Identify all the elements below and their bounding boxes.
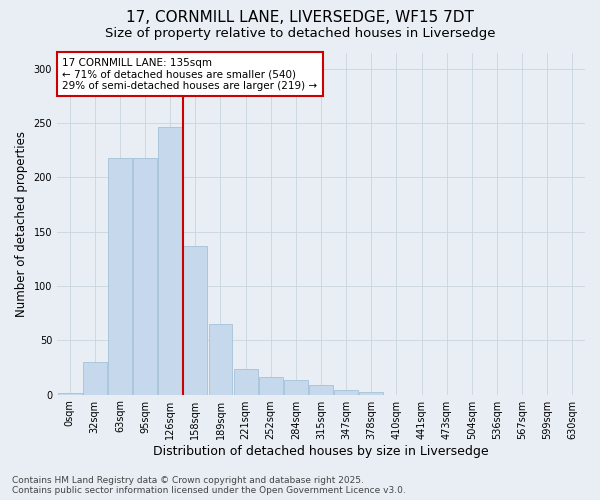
Y-axis label: Number of detached properties: Number of detached properties [15,130,28,316]
Text: Contains HM Land Registry data © Crown copyright and database right 2025.
Contai: Contains HM Land Registry data © Crown c… [12,476,406,495]
Bar [284,380,308,394]
Text: 17 CORNMILL LANE: 135sqm
← 71% of detached houses are smaller (540)
29% of semi-: 17 CORNMILL LANE: 135sqm ← 71% of detach… [62,58,317,91]
Text: 17, CORNMILL LANE, LIVERSEDGE, WF15 7DT: 17, CORNMILL LANE, LIVERSEDGE, WF15 7DT [126,10,474,25]
Bar [184,246,207,394]
Bar [259,377,283,394]
Text: Size of property relative to detached houses in Liversedge: Size of property relative to detached ho… [105,28,495,40]
Bar [359,392,383,394]
Bar [133,158,157,394]
Bar [309,385,333,394]
Bar [334,390,358,394]
Bar [158,128,182,394]
X-axis label: Distribution of detached houses by size in Liversedge: Distribution of detached houses by size … [153,444,489,458]
Bar [83,362,107,394]
Bar [209,324,232,394]
Bar [233,368,257,394]
Bar [108,158,132,394]
